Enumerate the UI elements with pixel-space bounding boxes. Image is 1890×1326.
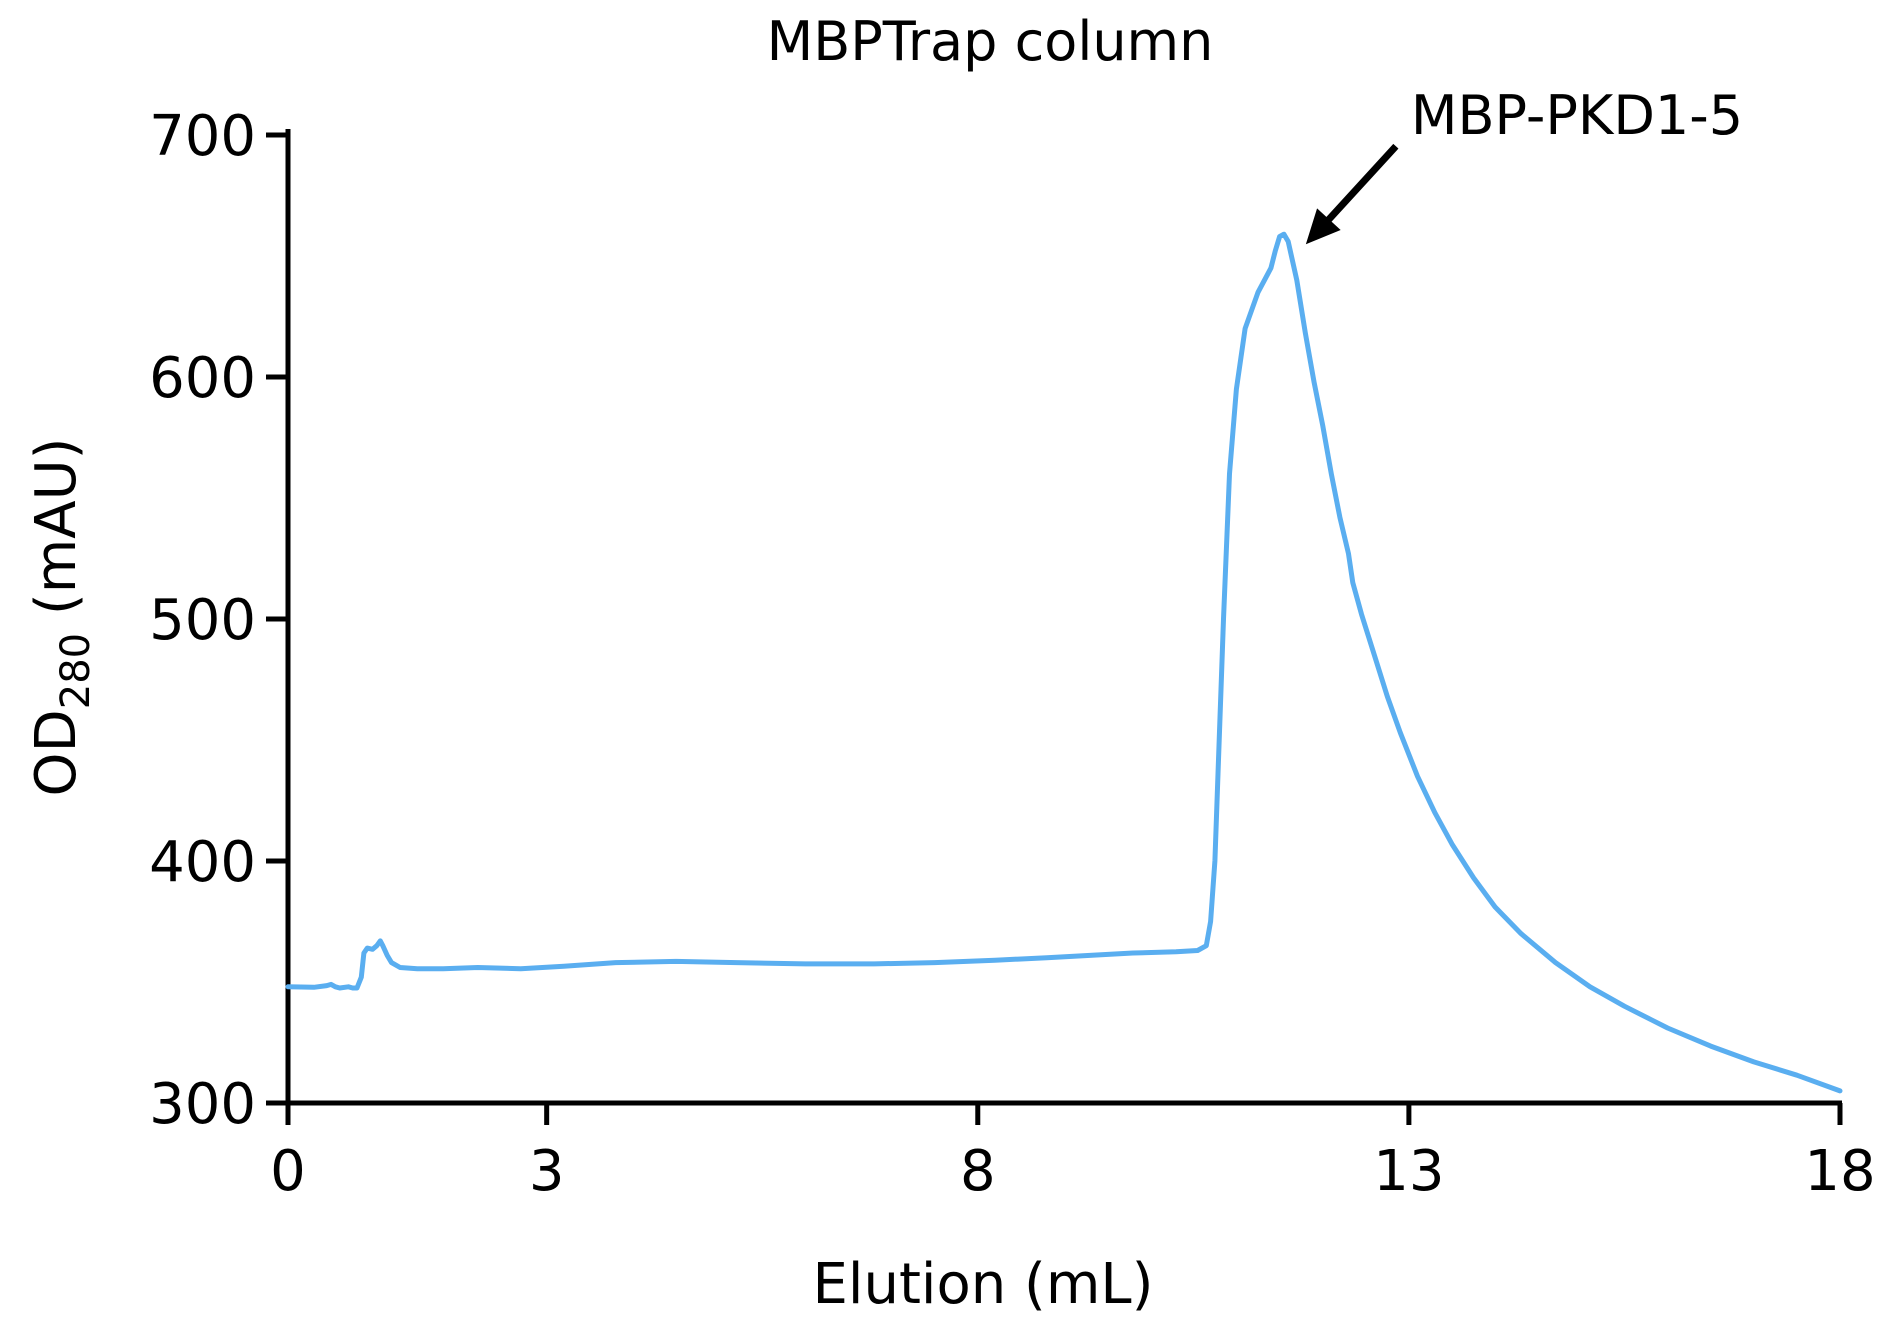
chart-title: MBPTrap column <box>767 10 1214 73</box>
y-tick-label: 400 <box>149 830 256 895</box>
y-tick-label: 500 <box>149 588 256 653</box>
y-axis-title: OD280 (mAU) <box>24 438 99 797</box>
y-ticks: 300 400 500 600 700 <box>149 104 288 1137</box>
x-ticks: 0 3 8 13 18 <box>270 1103 1876 1204</box>
annotation-arrow-head <box>1305 208 1341 245</box>
series-line <box>285 231 1843 1094</box>
x-tick-label: 18 <box>1804 1139 1875 1204</box>
x-tick-label: 0 <box>270 1139 306 1204</box>
y-axis-title-subscript: 280 <box>53 633 99 709</box>
x-tick-label: 13 <box>1373 1139 1444 1204</box>
y-tick-label: 300 <box>149 1072 256 1137</box>
x-axis-title: Elution (mL) <box>813 1252 1154 1317</box>
x-tick-label: 8 <box>960 1139 996 1204</box>
y-axis-title-unit: (mAU) <box>24 438 89 633</box>
y-axis-title-main: OD <box>24 709 89 796</box>
y-tick-label: 700 <box>149 104 256 169</box>
annotation-label: MBP-PKD1-5 <box>1411 84 1743 147</box>
annotation-group: MBP-PKD1-5 <box>1305 84 1743 245</box>
x-tick-label: 3 <box>529 1139 565 1204</box>
series-group <box>285 231 1843 1094</box>
annotation-arrow-shaft <box>1317 143 1399 232</box>
svg-text:OD280 (mAU): OD280 (mAU) <box>24 438 99 797</box>
y-tick-label: 600 <box>149 346 256 411</box>
